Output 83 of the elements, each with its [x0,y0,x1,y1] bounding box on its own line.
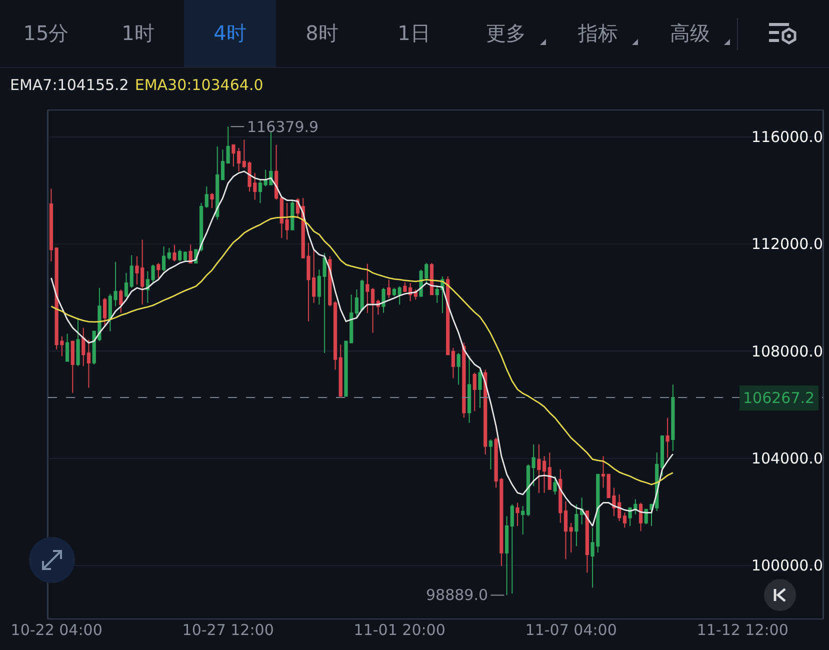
ref-line-label: 106267.2 [743,389,815,407]
candlestick [488,439,493,470]
candlestick [220,149,225,180]
candlestick [178,249,182,262]
candlestick [338,344,342,397]
candlestick [478,369,482,408]
text: 1日 [396,20,432,47]
candlestick [156,262,160,278]
text: 指标 [577,20,619,47]
candlestick [65,333,70,362]
text: EMA30:103464.0 [134,76,264,94]
candlestick [638,502,643,532]
candlestick [274,144,278,200]
candlestick [564,500,568,560]
candlestick [188,244,192,264]
candlestick [526,464,530,517]
x-tick-label: 11-07 04:00 [525,621,617,639]
candlestick [183,250,188,262]
y-tick-label: 112000.0 [751,235,823,254]
y-tick-label: 100000.0 [751,556,823,575]
candlestick [622,512,627,528]
candlestick [569,522,573,554]
candlestick [601,456,606,488]
candlestick [204,186,208,209]
candlestick [216,146,220,220]
x-tick-label: 11-01 20:00 [354,621,446,639]
candlestick [382,287,386,314]
candlestick [333,300,338,370]
candlestick [456,352,460,386]
candlestick [124,272,128,297]
text: 1时 [120,20,156,47]
annotation: 98889.0 [426,586,488,604]
candlestick [76,317,80,367]
candlestick [472,372,476,412]
candlestick [258,179,262,204]
candlestick [49,188,54,262]
line-series [50,216,674,486]
candlestick [70,340,74,394]
annotation: 116379.9 [247,118,319,136]
candlestick [451,347,455,379]
candlestick [130,254,134,288]
candlestick [172,244,176,262]
candlestick [521,505,525,535]
candlestick [548,452,552,490]
candlestick [671,384,675,452]
text: EMA7:104155.2 [10,76,129,94]
y-tick-label: 116000.0 [751,128,823,146]
candlestick [558,469,562,524]
candlestick [387,279,391,299]
candlestick [82,327,86,367]
line-series [50,170,674,527]
candlestick [516,502,520,527]
candlestick [553,476,557,495]
candlestick [119,288,123,314]
candlestick [354,288,359,318]
x-tick-label: 10-22 04:00 [10,621,102,639]
candlestick [167,247,171,260]
candlestick [666,417,670,458]
candlestick [467,356,472,424]
x-tick-label: 10-27 12:00 [182,621,274,639]
candlestick [392,287,396,297]
text: 4时 [184,0,276,67]
candlestick [504,516,509,596]
candlestick [86,339,91,388]
text: 8时 [304,20,340,47]
candlestick [290,199,294,230]
candlestick [210,192,214,209]
text: 高级 [669,20,711,47]
text: 15分 [22,20,70,47]
candlestick [226,126,230,164]
y-tick-label: 108000.0 [751,342,823,360]
candlestick [398,286,402,305]
candlestick [660,436,664,477]
y-tick-label: 104000.0 [751,450,823,468]
candlestick [462,342,466,418]
candlestick [532,444,536,487]
candlestick [585,510,589,574]
candlestick [484,369,488,456]
candlestick [162,246,166,272]
text: 更多 [485,20,527,47]
candlestick [510,504,514,594]
x-tick-label: 11-12 12:00 [696,621,788,639]
candlestick [103,298,107,327]
